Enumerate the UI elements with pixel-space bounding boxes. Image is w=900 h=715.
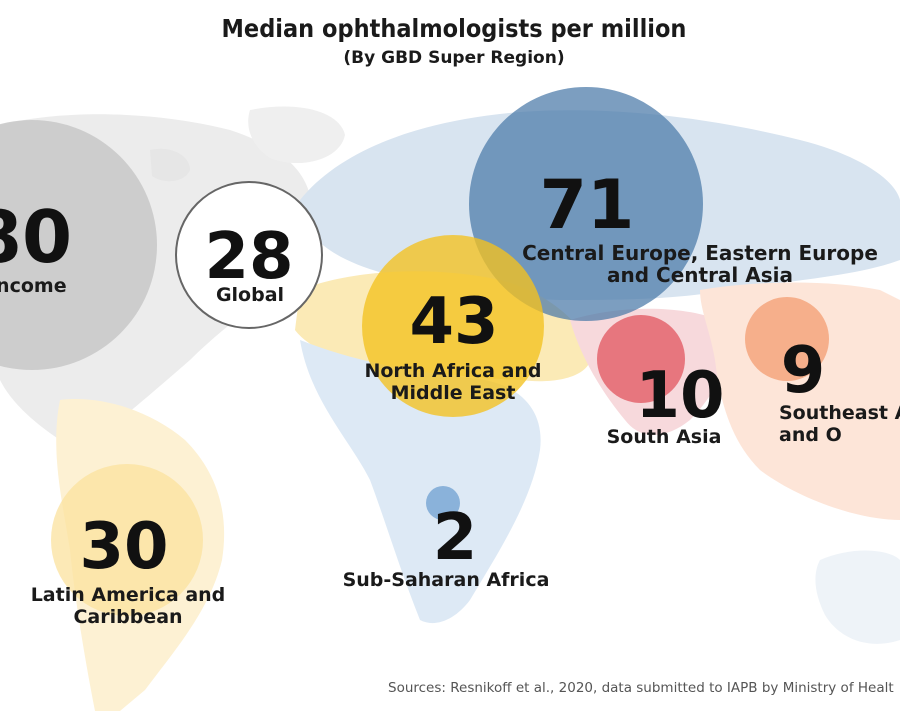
source-note: Sources: Resnikoff et al., 2020, data su… [388, 680, 894, 696]
region-bubble [0, 120, 157, 370]
bubble-group [51, 464, 203, 616]
data-label: 71 [540, 166, 635, 245]
region-label: and O [779, 424, 842, 446]
region-label: h income [0, 275, 67, 297]
region-bubble [175, 181, 323, 329]
region-label: Southeast A [779, 402, 900, 424]
region-label: Latin America and [31, 584, 226, 606]
region-label: Central Europe, Eastern Europe [522, 241, 878, 265]
data-label: 2 [433, 501, 478, 575]
region-bubble [51, 464, 203, 616]
region-label: South Asia [607, 426, 722, 448]
bubble-group [175, 181, 323, 329]
data-label: 30 [79, 510, 168, 584]
bubble-group [597, 315, 685, 403]
bubble-group [745, 297, 829, 381]
data-label: 10 [635, 359, 724, 433]
region-label: Global [216, 284, 284, 306]
region-label: and Central Asia [607, 263, 793, 287]
data-label: 43 [409, 285, 498, 359]
bubble-group [469, 87, 703, 321]
region-label: Caribbean [73, 606, 182, 628]
data-label: 9 [781, 334, 826, 408]
bubble-group [426, 486, 460, 520]
region-bubble [362, 235, 544, 417]
region-bubble [597, 315, 685, 403]
bubble-group [362, 235, 544, 417]
region-label: Middle East [391, 382, 516, 404]
region-bubble [745, 297, 829, 381]
bubble-group [0, 120, 157, 370]
chart-subtitle: (By GBD Super Region) [343, 48, 565, 68]
data-label: 80 [0, 195, 72, 279]
region-label: North Africa and [364, 360, 541, 382]
chart-title: Median ophthalmologists per million [221, 14, 687, 43]
region-bubble [426, 486, 460, 520]
region-bubble [469, 87, 703, 321]
region-label: Sub-Saharan Africa [343, 569, 550, 591]
data-label: 28 [204, 220, 293, 294]
